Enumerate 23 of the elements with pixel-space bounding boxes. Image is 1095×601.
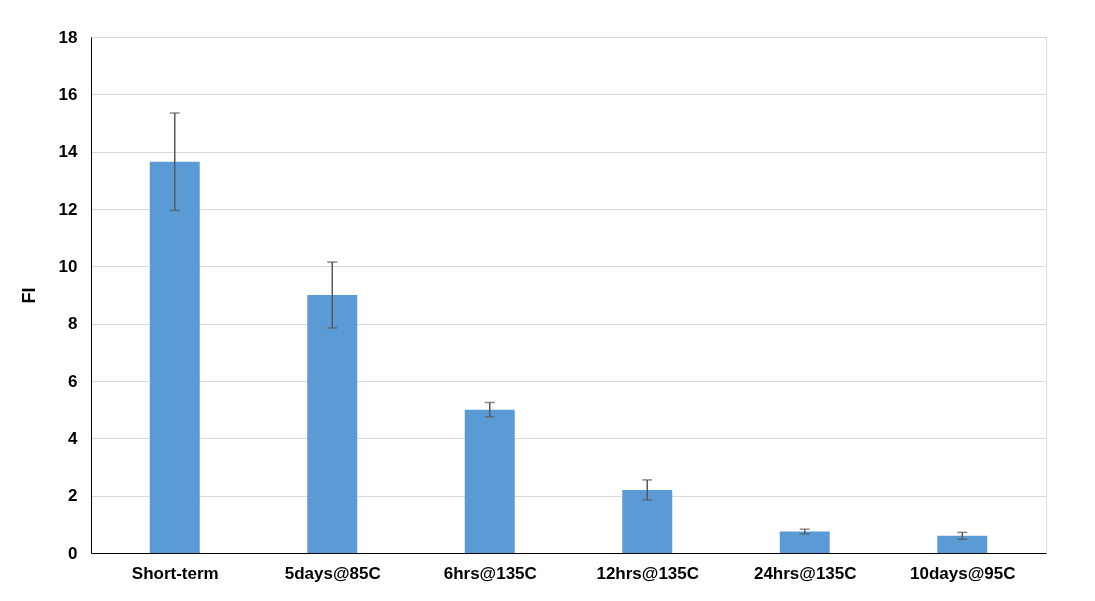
bar <box>622 489 673 553</box>
y-tick-label: 10 <box>58 256 78 276</box>
y-tick-label: 2 <box>68 486 78 506</box>
bar <box>779 531 830 553</box>
y-tick-label: 16 <box>58 84 78 104</box>
y-tick-label: 0 <box>68 543 78 563</box>
bar <box>464 409 515 553</box>
x-tick-label: Short-term <box>131 563 219 583</box>
bar <box>149 161 200 553</box>
y-tick-label: 6 <box>68 371 78 391</box>
x-tick-label: 24hrs@135C <box>753 563 857 583</box>
y-tick-label: 8 <box>68 314 78 334</box>
y-tick-label: 18 <box>58 27 78 47</box>
y-axis-title: FI <box>18 287 39 304</box>
y-tick-label: 4 <box>68 428 79 448</box>
x-tick-label: 6hrs@135C <box>443 563 537 583</box>
bar <box>307 295 358 553</box>
bar <box>937 535 988 553</box>
y-tick-label: 12 <box>58 199 78 219</box>
x-tick-label: 5days@85C <box>284 563 381 583</box>
y-tick-label: 14 <box>58 142 79 162</box>
x-tick-label: 12hrs@135C <box>596 563 700 583</box>
x-tick-label: 10days@95C <box>910 563 1016 583</box>
